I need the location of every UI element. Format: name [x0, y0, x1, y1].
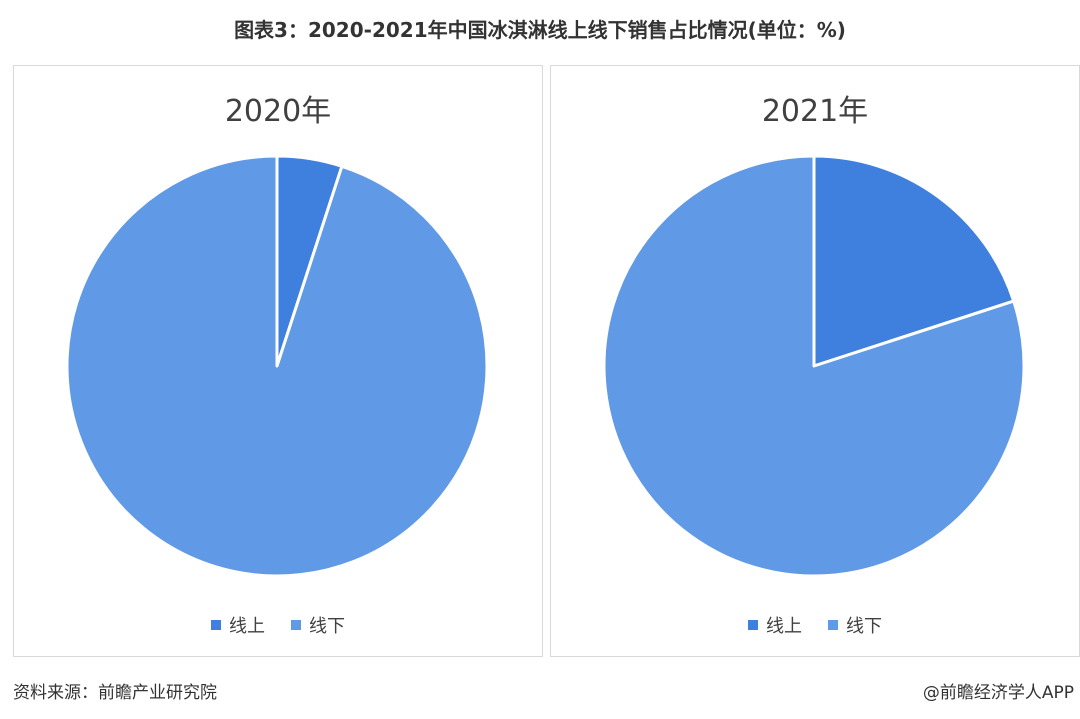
legend-item-online: 线上	[748, 612, 802, 638]
legend: 线上 线下	[14, 612, 542, 638]
pie-chart-2020	[65, 154, 489, 578]
legend-item-offline: 线下	[291, 612, 345, 638]
chart-title: 图表3：2020-2021年中国冰淇淋线上线下销售占比情况(单位：%)	[234, 18, 846, 42]
pie-panel-2021: 2021年 线上 线下	[550, 65, 1080, 657]
pie-slice-offline	[65, 154, 489, 578]
pie-slice-offline	[602, 154, 1026, 578]
legend-swatch-online	[748, 620, 758, 630]
legend-swatch-offline	[291, 620, 301, 630]
legend-label-offline: 线下	[309, 616, 345, 637]
legend: 线上 线下	[551, 612, 1079, 638]
pie-title: 2020年	[224, 94, 332, 129]
legend-label-online: 线上	[766, 616, 802, 637]
pie-chart-2021	[602, 154, 1026, 578]
legend-item-offline: 线下	[828, 612, 882, 638]
pie-panel-2020: 2020年 线上 线下	[13, 65, 543, 657]
source-note: 资料来源：前瞻产业研究院	[13, 683, 217, 703]
brand-note: @前瞻经济学人APP	[922, 683, 1074, 703]
pie-slice-online	[812, 154, 1016, 368]
legend-label-offline: 线下	[846, 616, 882, 637]
legend-swatch-offline	[828, 620, 838, 630]
legend-label-online: 线上	[229, 616, 265, 637]
legend-item-online: 线上	[211, 612, 265, 638]
pie-title: 2021年	[761, 94, 869, 129]
legend-swatch-online	[211, 620, 221, 630]
